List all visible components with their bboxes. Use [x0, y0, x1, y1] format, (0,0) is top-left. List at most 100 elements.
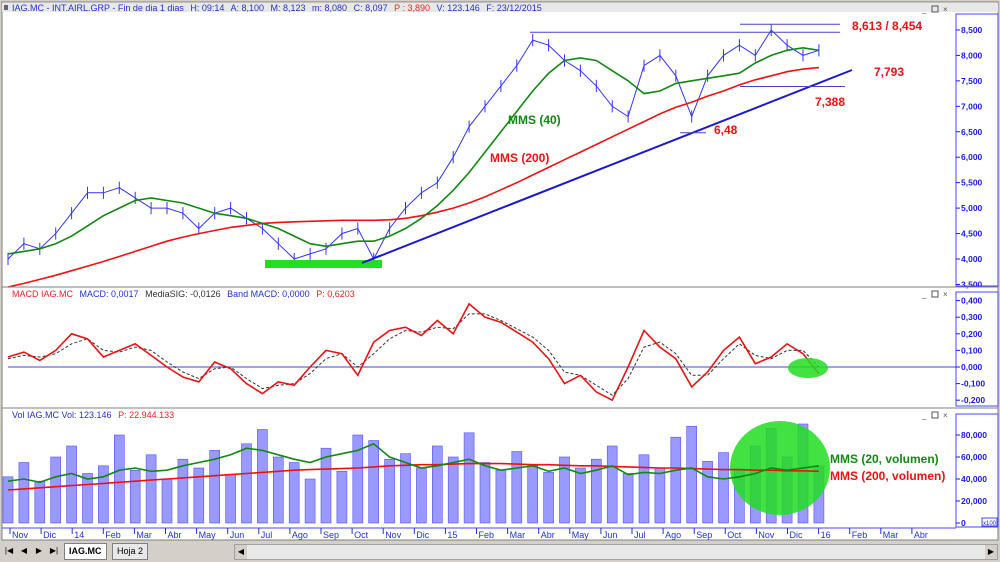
time-tick-label: Abr — [541, 530, 555, 540]
price-tick-label: 4,500 — [961, 229, 983, 239]
volume-bar — [416, 467, 427, 524]
volume-bar — [368, 440, 380, 524]
price-tick-label: 5,000 — [961, 203, 983, 213]
time-axis: Nov Dic 14 Feb Mar Abr May Jun Jul Ago Sep Oct Nov Di… — [9, 528, 928, 540]
support-zone-highlight — [265, 260, 382, 268]
volume-bar — [18, 462, 30, 524]
volume-tick-label: 60,000 — [961, 452, 987, 462]
close-icon[interactable]: × — [943, 5, 948, 14]
horizontal-scrollbar[interactable]: ◀ ▶ — [234, 544, 998, 560]
scroll-left-icon[interactable]: ◀ — [235, 545, 247, 559]
volume-bar — [384, 458, 395, 524]
volume-bar — [304, 478, 316, 524]
volume-bar — [272, 456, 284, 524]
time-tick-label: Nov — [12, 530, 29, 540]
macd-tick-label: 0,400 — [961, 296, 983, 306]
close-icon[interactable]: × — [943, 290, 948, 299]
panel-menu-icon[interactable] — [4, 5, 8, 10]
tab-iag-mc[interactable]: IAG.MC — [64, 543, 107, 560]
volume-bar — [50, 456, 62, 524]
volume-bar — [288, 462, 300, 524]
price-tick-label: 7,000 — [961, 101, 983, 111]
price-tick-label: 3,500 — [961, 279, 983, 289]
maximize-icon[interactable] — [931, 290, 939, 298]
macd-tick-label: -0,100 — [961, 379, 985, 389]
sheet-tab-bar: |◀ ◀ ▶ ▶| IAG.MC Hoja 2 ◀ ▶ — [0, 541, 1000, 562]
volume-bar — [129, 469, 141, 524]
next-sheet-button[interactable]: ▶ — [35, 546, 43, 555]
price-tick-label: 8,500 — [961, 25, 983, 35]
time-tick-label: May — [199, 530, 217, 540]
macd-axis-ticks: 0,400 0,300 0,200 0,100 0,000 -0,100 -0,200 — [956, 296, 985, 405]
maximize-icon[interactable] — [931, 411, 939, 419]
volume-axis-ticks: 80,000 60,000 40,000 20,000 0 x100 — [956, 430, 998, 528]
volume-bar — [241, 443, 252, 524]
price-header-bar — [2, 3, 998, 12]
close-icon[interactable]: × — [943, 411, 948, 420]
volume-bar — [320, 447, 332, 524]
time-tick-label: Jun — [230, 530, 245, 540]
volume-highlight-circle — [730, 421, 830, 515]
macd-plot — [7, 302, 956, 402]
volume-bar — [145, 454, 157, 524]
maximize-icon[interactable] — [931, 5, 939, 13]
annotation-support: 7,388 — [815, 95, 845, 109]
price-line — [7, 29, 820, 261]
volume-bar — [638, 454, 650, 524]
volume-bar — [622, 473, 634, 524]
time-tick-label: Jun — [603, 530, 618, 540]
time-tick-label: Mar — [510, 530, 526, 540]
volume-bar — [463, 432, 475, 524]
time-tick-label: Ago — [665, 530, 681, 540]
volume-bar — [511, 451, 523, 524]
annotation-resistance: 8,613 / 8,454 — [852, 19, 922, 33]
minimize-icon[interactable]: _ — [921, 411, 927, 420]
macd-axis — [955, 291, 999, 407]
time-tick-label: Jul — [634, 530, 646, 540]
price-plot: 8,613 / 8,454 7,793 7,388 6,48 MMS (40) MMS (… — [7, 19, 922, 288]
volume-bar — [400, 453, 411, 524]
volume-bar — [82, 473, 93, 524]
time-tick-label: Abr — [914, 530, 928, 540]
volume-bar — [543, 472, 554, 524]
annotation-mms200: MMS (200) — [490, 151, 549, 165]
volume-plot: MMS (20, volumen) MMS (200, volumen) — [2, 421, 945, 524]
support-trendline — [361, 69, 853, 264]
tab-hoja-2[interactable]: Hoja 2 — [112, 543, 149, 560]
scroll-right-icon[interactable]: ▶ — [985, 545, 997, 559]
macd-line — [7, 302, 820, 402]
volume-bar — [177, 458, 189, 524]
volume-bar — [114, 434, 125, 524]
minimize-icon[interactable]: _ — [921, 5, 927, 14]
volume-bar — [66, 445, 77, 524]
time-tick-label: Dic — [43, 530, 56, 540]
time-tick-label: Jul — [261, 530, 273, 540]
volume-bar — [495, 469, 507, 524]
time-tick-label: Oct — [354, 530, 369, 540]
volume-bar — [225, 474, 236, 524]
macd-signal-line — [7, 313, 820, 396]
time-tick-label: Dic — [416, 530, 429, 540]
volume-bar — [257, 429, 268, 524]
volume-bar — [352, 434, 364, 524]
price-tick-label: 8,000 — [961, 50, 983, 60]
volume-bar — [590, 458, 602, 524]
volume-mms20-line — [7, 442, 820, 484]
volume-bar — [559, 456, 570, 524]
price-header: IAG.MC - INT.AIRL.GRP - Fin de dia 1 dia… — [12, 3, 542, 13]
time-tick-label: Sep — [696, 530, 712, 540]
macd-header: MACD IAG.MC MACD: 0,0017 MediaSIG: -0,01… — [12, 289, 355, 299]
volume-tick-label: 20,000 — [961, 496, 987, 506]
mms200-line — [7, 66, 819, 288]
volume-scale-label: x100 — [983, 521, 997, 527]
prev-sheet-button[interactable]: ◀ — [20, 546, 28, 555]
first-sheet-button[interactable]: |◀ — [4, 546, 14, 555]
volume-bar — [447, 456, 459, 524]
minimize-icon[interactable]: _ — [921, 290, 927, 299]
volume-bar — [654, 467, 666, 524]
volume-bar — [336, 470, 348, 524]
last-sheet-button[interactable]: ▶| — [49, 546, 59, 555]
volume-axis — [955, 413, 999, 528]
volume-bar — [2, 476, 14, 524]
